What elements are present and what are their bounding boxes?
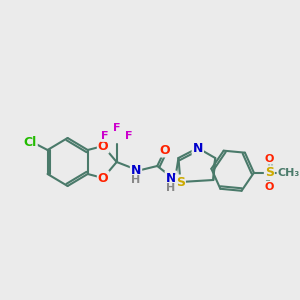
Text: N: N [193,142,203,154]
Text: F: F [101,131,109,141]
Text: O: O [98,140,109,152]
Text: O: O [265,182,274,192]
Text: N: N [166,172,176,184]
Text: F: F [124,131,132,141]
Text: O: O [98,172,109,184]
Text: S: S [176,176,185,188]
Text: H: H [166,183,176,193]
Text: F: F [113,123,120,133]
Text: Cl: Cl [23,136,37,148]
Text: O: O [160,143,170,157]
Text: N: N [131,164,141,176]
Text: O: O [265,154,274,164]
Text: S: S [265,166,274,179]
Text: CH₃: CH₃ [278,168,300,178]
Text: H: H [131,175,141,185]
